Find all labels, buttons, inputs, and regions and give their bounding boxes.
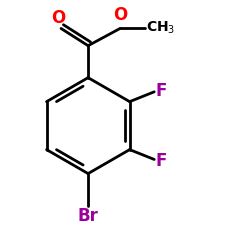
Text: O: O	[113, 6, 127, 24]
Text: F: F	[156, 82, 167, 100]
Text: Br: Br	[78, 207, 98, 225]
Text: CH$_3$: CH$_3$	[146, 20, 175, 36]
Text: F: F	[156, 152, 167, 170]
Text: O: O	[51, 9, 65, 27]
